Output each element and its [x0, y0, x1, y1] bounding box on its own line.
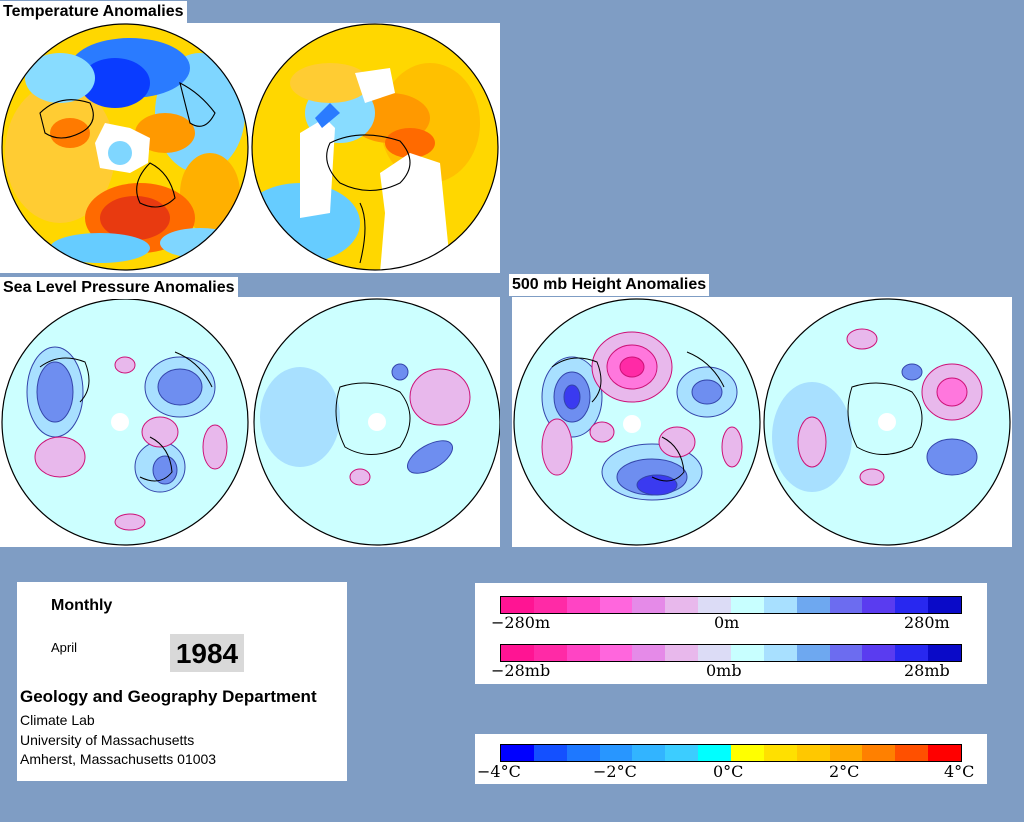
slp-maps: [1, 298, 500, 546]
colorbar-swatch: [599, 645, 633, 661]
colorbar-swatch: [862, 645, 896, 661]
height500-map-northern-hemisphere: [514, 299, 760, 545]
slp-title: Sea Level Pressure Anomalies: [0, 277, 238, 299]
colorbar-swatch: [763, 645, 797, 661]
colorbar-swatch: [928, 597, 962, 613]
colorbar-swatch: [763, 597, 797, 613]
colorbar-swatch: [895, 597, 929, 613]
colorbar-swatch: [895, 745, 929, 761]
colorbar-swatch: [928, 745, 962, 761]
university-line: University of Massachusetts: [20, 732, 195, 748]
slp-map-northern-hemisphere: [2, 299, 248, 545]
height500-panel: [512, 297, 1012, 547]
colorbar-swatch: [632, 645, 666, 661]
colorbar-swatch: [698, 645, 732, 661]
address-line: Amherst, Massachusetts 01003: [20, 751, 217, 767]
colorbar-swatch: [665, 745, 699, 761]
colorbar-swatch: [632, 597, 666, 613]
frequency-label: Monthly: [51, 597, 113, 614]
month-label: April: [51, 640, 78, 655]
colorbar-swatch: [731, 645, 764, 661]
temperature-label-minus4: −4°C: [477, 762, 521, 781]
height500-title: 500 mb Height Anomalies: [509, 274, 710, 296]
colorbar-swatch: [665, 645, 699, 661]
temperature-title: Temperature Anomalies: [0, 1, 187, 23]
colorbar-swatch: [566, 597, 600, 613]
info-box: Monthly April 1984 Geology and Geography…: [17, 582, 347, 781]
colorbar-swatch: [698, 597, 732, 613]
colorbar-swatch: [862, 745, 896, 761]
temperature-label-4: 4°C: [944, 762, 975, 781]
colorbar-swatch: [501, 645, 534, 661]
pressure-label-min: −28mb: [491, 661, 551, 680]
height500-maps: [513, 298, 1011, 546]
height-colorbar: [500, 596, 962, 614]
temperature-maps: [1, 23, 499, 271]
slp-map-southern-hemisphere: [254, 299, 500, 545]
year-label: 1984: [170, 634, 244, 672]
colorbar-swatch: [698, 745, 732, 761]
colorbar-swatch: [796, 645, 830, 661]
lab-line: Climate Lab: [20, 712, 95, 728]
colorbar-swatch: [829, 597, 863, 613]
colorbar-swatch: [862, 597, 896, 613]
colorbar-swatch: [501, 745, 534, 761]
height-label-max: 280m: [904, 613, 950, 632]
temperature-label-2: 2°C: [829, 762, 860, 781]
colorbar-swatch: [533, 597, 567, 613]
temperature-map-southern-hemisphere: [252, 24, 498, 270]
colorbar-swatch: [731, 597, 764, 613]
colorbar-swatch: [796, 597, 830, 613]
colorbar-swatch: [829, 645, 863, 661]
colorbar-swatch: [829, 745, 863, 761]
colorbar-swatch: [566, 745, 600, 761]
colorbar-swatch: [533, 745, 567, 761]
colorbar-swatch: [796, 745, 830, 761]
pressure-label-mid: 0mb: [706, 661, 742, 680]
colorbar-swatch: [566, 645, 600, 661]
temperature-legend: −4°C −2°C 0°C 2°C 4°C: [475, 734, 987, 784]
height-label-min: −280m: [491, 613, 551, 632]
colorbar-swatch: [763, 745, 797, 761]
colorbar-swatch: [501, 597, 534, 613]
height500-map-southern-hemisphere: [764, 299, 1010, 545]
temperature-map-northern-hemisphere: [2, 24, 248, 270]
colorbar-swatch: [599, 745, 633, 761]
height-label-mid: 0m: [714, 613, 740, 632]
colorbar-swatch: [731, 745, 764, 761]
colorbar-swatch: [928, 645, 962, 661]
pressure-colorbar: [500, 644, 962, 662]
department-label: Geology and Geography Department: [20, 687, 317, 706]
temperature-panel: [0, 23, 500, 273]
temperature-label-minus2: −2°C: [593, 762, 637, 781]
pressure-label-max: 28mb: [904, 661, 950, 680]
temperature-colorbar: [500, 744, 962, 762]
colorbar-swatch: [632, 745, 666, 761]
colorbar-swatch: [895, 645, 929, 661]
height-pressure-legend: −280m 0m 280m −28mb 0mb 28mb: [475, 583, 987, 684]
colorbar-swatch: [599, 597, 633, 613]
colorbar-swatch: [665, 597, 699, 613]
slp-panel: [0, 297, 500, 547]
temperature-label-0: 0°C: [713, 762, 744, 781]
colorbar-swatch: [533, 645, 567, 661]
